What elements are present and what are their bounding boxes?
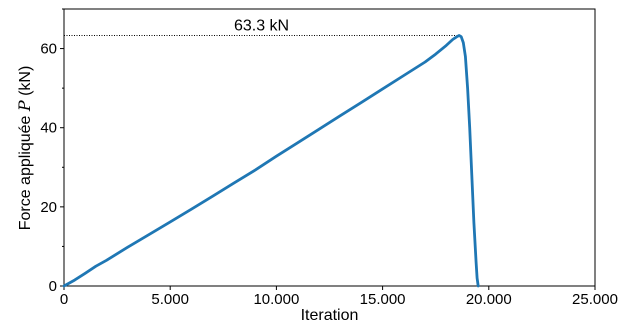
y-axis-label-symbol: P [15,100,34,112]
x-ticks: 0 5.000 10.000 15.000 20.000 25.000 [60,286,618,308]
x-tick-label: 20.000 [466,291,512,308]
x-tick-label: 5.000 [151,291,189,308]
y-tick-label: 20 [40,199,57,216]
x-tick-label: 15.000 [360,291,406,308]
annotation-label: 63.3 kN [234,18,289,35]
y-axis-label: Force appliquée P (kN) [15,66,34,231]
series-line-force [62,34,480,288]
plot-area [63,8,596,287]
y-axis-label-suffix: (kN) [17,66,34,101]
y-tick-label: 40 [40,120,57,137]
x-tick-label: 10.000 [253,291,299,308]
y-axis-label-prefix: Force appliquée [17,111,34,230]
y-tick-label: 0 [49,278,57,295]
x-tick-label: 0 [60,291,68,308]
y-ticks: 0 20 40 60 [40,8,64,295]
x-tick-label: 25.000 [572,291,618,308]
x-axis-label: Iteration [301,307,359,324]
y-tick-label: 60 [40,41,57,58]
